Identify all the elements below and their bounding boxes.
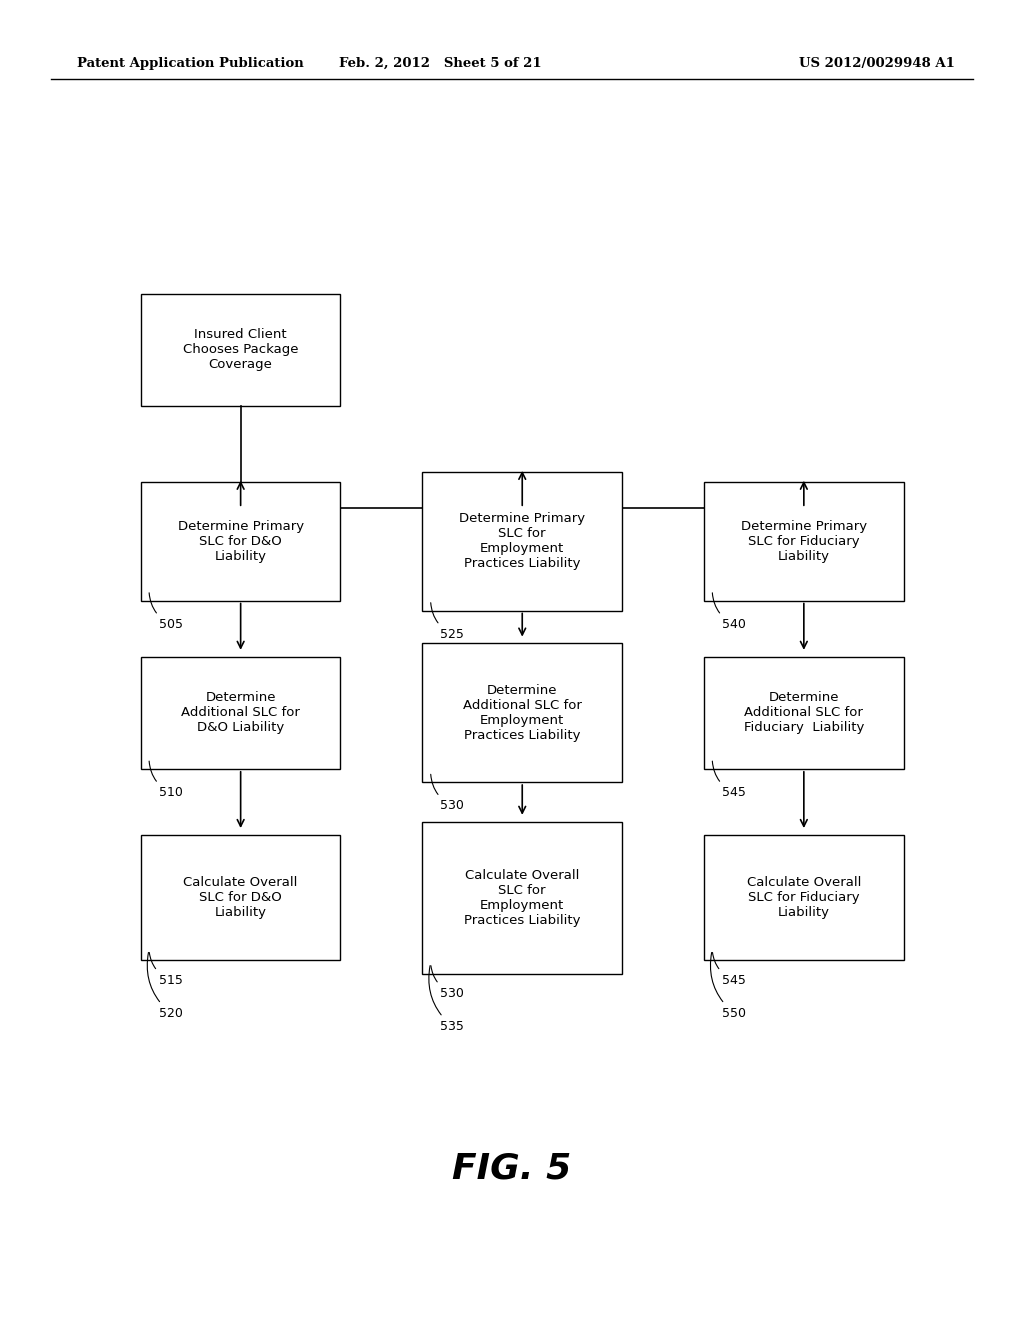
FancyBboxPatch shape (140, 834, 340, 961)
Text: Determine Primary
SLC for D&O
Liability: Determine Primary SLC for D&O Liability (177, 520, 304, 562)
Text: 505: 505 (150, 593, 182, 631)
Text: Determine
Additional SLC for
Employment
Practices Liability: Determine Additional SLC for Employment … (463, 684, 582, 742)
FancyBboxPatch shape (140, 294, 340, 407)
Text: 550: 550 (711, 953, 745, 1019)
Text: Determine Primary
SLC for
Employment
Practices Liability: Determine Primary SLC for Employment Pra… (459, 512, 586, 570)
Text: 515: 515 (150, 953, 182, 986)
FancyBboxPatch shape (140, 482, 340, 601)
Text: 530: 530 (431, 775, 464, 812)
Text: 535: 535 (429, 966, 464, 1032)
Text: 520: 520 (147, 953, 182, 1019)
Text: FIG. 5: FIG. 5 (453, 1151, 571, 1185)
Text: 545: 545 (713, 953, 745, 986)
Text: 540: 540 (713, 593, 745, 631)
Text: 510: 510 (150, 762, 182, 799)
FancyBboxPatch shape (705, 656, 904, 768)
Text: Patent Application Publication: Patent Application Publication (77, 57, 303, 70)
Text: Calculate Overall
SLC for D&O
Liability: Calculate Overall SLC for D&O Liability (183, 876, 298, 919)
FancyBboxPatch shape (140, 656, 340, 768)
FancyBboxPatch shape (422, 643, 622, 781)
Text: 525: 525 (431, 603, 464, 640)
Text: 545: 545 (713, 762, 745, 799)
Text: Determine Primary
SLC for Fiduciary
Liability: Determine Primary SLC for Fiduciary Liab… (740, 520, 867, 562)
Text: 530: 530 (431, 966, 464, 999)
Text: Insured Client
Chooses Package
Coverage: Insured Client Chooses Package Coverage (183, 329, 298, 371)
Text: US 2012/0029948 A1: US 2012/0029948 A1 (799, 57, 954, 70)
FancyBboxPatch shape (422, 473, 622, 610)
Text: Feb. 2, 2012   Sheet 5 of 21: Feb. 2, 2012 Sheet 5 of 21 (339, 57, 542, 70)
Text: Calculate Overall
SLC for
Employment
Practices Liability: Calculate Overall SLC for Employment Pra… (464, 869, 581, 927)
FancyBboxPatch shape (705, 482, 904, 601)
FancyBboxPatch shape (422, 821, 622, 974)
Text: Calculate Overall
SLC for Fiduciary
Liability: Calculate Overall SLC for Fiduciary Liab… (746, 876, 861, 919)
Text: Determine
Additional SLC for
Fiduciary  Liability: Determine Additional SLC for Fiduciary L… (743, 692, 864, 734)
FancyBboxPatch shape (705, 834, 904, 961)
Text: Determine
Additional SLC for
D&O Liability: Determine Additional SLC for D&O Liabili… (181, 692, 300, 734)
